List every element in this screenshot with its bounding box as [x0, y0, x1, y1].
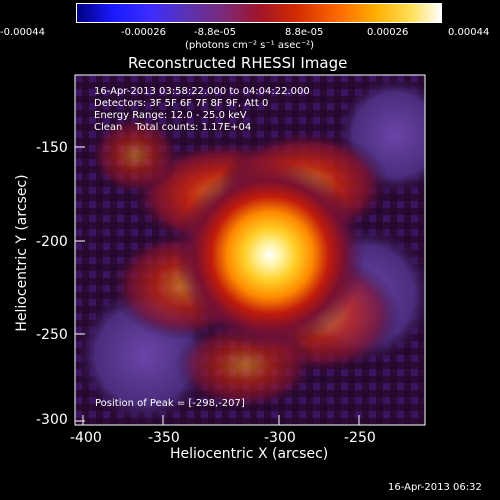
detectors: Detectors: 3F 5F 6F 7F 8F 9F, Att 0: [94, 98, 269, 109]
plot-title: Reconstructed RHESSI Image: [128, 54, 348, 72]
colorbar-tick-2: -0.00026: [121, 27, 166, 38]
colorbar-tick-3: -8.8e-05: [194, 27, 236, 38]
colorbar-tick-1: -0.00044: [0, 27, 45, 38]
y-tick-label-2: -200: [36, 234, 68, 250]
colorbar-tick-5: 0.00026: [367, 27, 409, 38]
clean-total-counts: Clean Total counts: 1.17E+04: [94, 122, 252, 133]
x-tick-label-1: -400: [70, 430, 102, 446]
colorbar-tick-6: 0.00044: [448, 27, 490, 38]
x-tick-label-3: -300: [264, 430, 296, 446]
x-tick-label-4: -250: [344, 430, 376, 446]
time-range: 16-Apr-2013 03:58:22.000 to 04:04:22.000: [94, 86, 310, 97]
energy-range: Energy Range: 12.0 - 25.0 keV: [94, 110, 247, 121]
y-tick-label-3: -250: [36, 327, 68, 343]
y-tick-label-1: -150: [36, 140, 68, 156]
colorbar-units: (photons cm⁻² s⁻¹ asec⁻²): [185, 40, 315, 51]
y-axis-label: Heliocentric Y (arcsec): [14, 174, 30, 332]
footer-timestamp: 16-Apr-2013 06:32: [388, 482, 482, 493]
x-axis-label: Heliocentric X (arcsec): [170, 446, 329, 462]
image-info: 16-Apr-2013 03:58:22.000 to 04:04:22.000…: [94, 86, 419, 134]
peak-position: Position of Peak = [-298,-207]: [95, 398, 245, 409]
x-tick-label-2: -350: [148, 430, 180, 446]
image-bright-core: [175, 160, 365, 350]
y-tick-label-4: -300: [36, 412, 68, 428]
colorbar-tick-4: 8.8e-05: [285, 27, 324, 38]
colorbar: [76, 3, 442, 23]
